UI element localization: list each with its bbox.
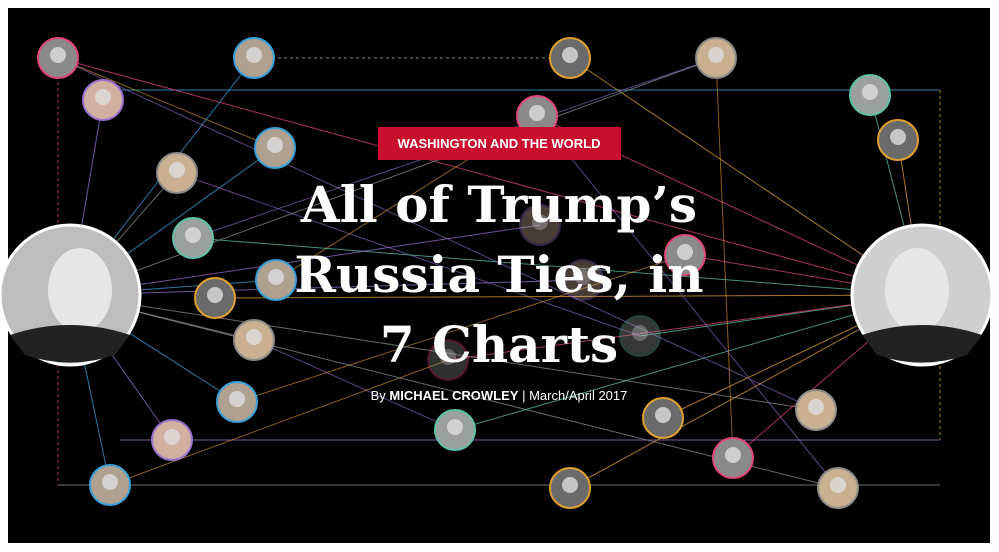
main-portrait-suit [10, 325, 130, 363]
portrait [619, 315, 661, 357]
connection-line [57, 57, 923, 296]
portrait-face [830, 477, 846, 493]
connection-line [69, 294, 839, 489]
connection-line [57, 57, 817, 411]
portrait [427, 339, 469, 381]
portrait-face [632, 325, 648, 341]
portrait-face [229, 391, 245, 407]
connection-line [536, 115, 839, 489]
connection-line [447, 294, 923, 361]
connection-line [69, 294, 817, 411]
connection-line [69, 224, 541, 296]
portrait-face [207, 287, 223, 303]
portrait-face [575, 269, 591, 285]
portrait-face [169, 162, 185, 178]
byline: By MICHAEL CROWLEY | March/April 2017 [371, 388, 628, 403]
connection-line [69, 279, 584, 296]
title-line: 7 Charts [380, 315, 618, 374]
portrait-face [268, 269, 284, 285]
portrait-face [708, 47, 724, 63]
connection-line [715, 57, 734, 459]
connection-line [109, 359, 449, 486]
portrait-face [890, 129, 906, 145]
title-line: All of Trump’s [300, 175, 697, 234]
section-label[interactable]: WASHINGTON AND THE WORLD [398, 136, 601, 151]
portrait-face [440, 349, 456, 365]
portrait-face [677, 244, 693, 260]
byline-prefix: By [371, 388, 387, 403]
portrait-face [267, 137, 283, 153]
portrait [519, 204, 561, 246]
connection-line [214, 294, 923, 299]
portrait-face [862, 84, 878, 100]
main-portrait-face [48, 248, 112, 332]
connection-line [69, 57, 717, 296]
connection-line [57, 57, 276, 149]
byline-date: March/April 2017 [529, 388, 627, 403]
portrait-face [95, 89, 111, 105]
portraits [0, 37, 994, 509]
portrait-face [185, 227, 201, 243]
connection-line [253, 339, 456, 431]
portrait-face [50, 47, 66, 63]
byline-author[interactable]: MICHAEL CROWLEY [389, 388, 518, 403]
portrait-face [447, 419, 463, 435]
portrait-face [725, 447, 741, 463]
connection-line [236, 254, 686, 403]
portrait-face [529, 105, 545, 121]
portrait [562, 259, 604, 301]
portrait-face [246, 329, 262, 345]
title-line: Russia Ties, in [294, 245, 703, 304]
portrait-face [562, 47, 578, 63]
main-portrait-suit [862, 325, 982, 363]
connection-line [454, 294, 923, 431]
portrait-face [655, 407, 671, 423]
portrait-face [102, 474, 118, 490]
portrait-face [246, 47, 262, 63]
portrait-face [808, 399, 824, 415]
main-portrait-face [885, 248, 949, 332]
byline-separator: | [522, 388, 525, 403]
portrait-face [562, 477, 578, 493]
portrait-face [532, 214, 548, 230]
portrait-face [164, 429, 180, 445]
connection-line [192, 237, 923, 296]
section-banner [378, 127, 621, 160]
